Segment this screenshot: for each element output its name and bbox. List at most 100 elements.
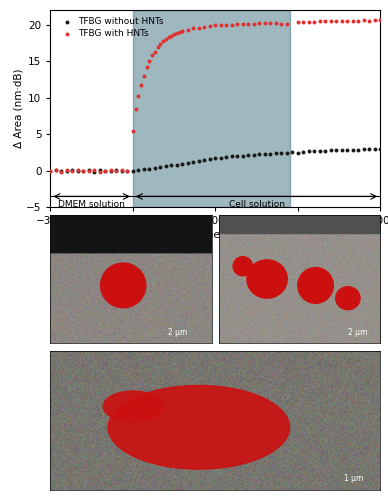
TFBG without HNTs [284, 148, 290, 156]
TFBG with HNTs [152, 48, 158, 56]
TFBG with HNTs [75, 166, 81, 174]
TFBG with HNTs [47, 167, 54, 175]
TFBG with HNTs [133, 104, 139, 112]
TFBG with HNTs [350, 16, 356, 24]
TFBG with HNTs [229, 20, 235, 28]
TFBG with HNTs [102, 167, 109, 175]
Ellipse shape [100, 263, 146, 308]
TFBG with HNTs [327, 18, 334, 25]
TFBG without HNTs [207, 155, 213, 163]
TFBG without HNTs [174, 160, 180, 168]
TFBG without HNTs [218, 154, 224, 162]
TFBG with HNTs [97, 168, 103, 175]
TFBG without HNTs [372, 145, 378, 153]
TFBG without HNTs [130, 167, 136, 175]
TFBG without HNTs [141, 166, 147, 173]
TFBG with HNTs [157, 40, 163, 48]
Text: Cell solution: Cell solution [229, 200, 284, 209]
TFBG without HNTs [262, 150, 268, 158]
TFBG without HNTs [289, 148, 295, 156]
TFBG without HNTs [47, 167, 54, 175]
TFBG with HNTs [355, 17, 361, 25]
TFBG with HNTs [372, 16, 378, 24]
Legend: TFBG without HNTs, TFBG with HNTs: TFBG without HNTs, TFBG with HNTs [55, 14, 166, 40]
TFBG with HNTs [80, 167, 87, 175]
TFBG without HNTs [97, 166, 103, 174]
TFBG without HNTs [152, 164, 158, 172]
TFBG without HNTs [322, 147, 328, 155]
TFBG without HNTs [311, 147, 317, 155]
TFBG with HNTs [300, 18, 307, 26]
TFBG without HNTs [327, 146, 334, 154]
TFBG without HNTs [91, 168, 97, 175]
TFBG without HNTs [146, 164, 152, 172]
TFBG without HNTs [234, 152, 241, 160]
TFBG without HNTs [64, 167, 70, 175]
TFBG without HNTs [229, 152, 235, 160]
TFBG with HNTs [53, 166, 59, 174]
TFBG with HNTs [141, 72, 147, 80]
TFBG with HNTs [201, 23, 208, 31]
TFBG with HNTs [339, 17, 345, 25]
Ellipse shape [103, 391, 163, 422]
Text: 1 μm: 1 μm [345, 474, 364, 483]
TFBG with HNTs [294, 18, 301, 26]
TFBG without HNTs [196, 157, 202, 165]
TFBG without HNTs [344, 146, 350, 154]
TFBG without HNTs [317, 147, 323, 155]
TFBG with HNTs [251, 20, 257, 28]
TFBG with HNTs [86, 167, 92, 175]
TFBG without HNTs [53, 166, 59, 174]
TFBG without HNTs [69, 166, 76, 174]
TFBG with HNTs [168, 32, 175, 40]
TFBG with HNTs [284, 20, 290, 28]
TFBG with HNTs [196, 24, 202, 32]
TFBG without HNTs [240, 152, 246, 160]
TFBG with HNTs [179, 27, 185, 35]
Ellipse shape [233, 256, 253, 276]
TFBG with HNTs [144, 63, 150, 71]
TFBG with HNTs [124, 167, 130, 175]
TFBG without HNTs [190, 158, 196, 166]
TFBG with HNTs [306, 18, 312, 25]
TFBG without HNTs [58, 167, 64, 175]
Text: 2 μm: 2 μm [348, 328, 367, 336]
TFBG without HNTs [80, 167, 87, 175]
TFBG with HNTs [163, 35, 169, 43]
TFBG with HNTs [174, 29, 180, 37]
TFBG without HNTs [333, 146, 340, 154]
TFBG with HNTs [119, 166, 125, 174]
TFBG with HNTs [64, 166, 70, 174]
TFBG with HNTs [377, 16, 383, 24]
TFBG without HNTs [278, 149, 284, 157]
TFBG with HNTs [256, 19, 262, 27]
TFBG with HNTs [108, 166, 114, 174]
TFBG without HNTs [201, 156, 208, 164]
TFBG with HNTs [366, 16, 372, 24]
TFBG with HNTs [185, 26, 191, 34]
TFBG without HNTs [350, 146, 356, 154]
TFBG without HNTs [273, 150, 279, 158]
TFBG with HNTs [58, 168, 64, 175]
Ellipse shape [108, 386, 289, 469]
TFBG with HNTs [273, 19, 279, 27]
TFBG without HNTs [119, 167, 125, 175]
Text: 2 μm: 2 μm [168, 328, 188, 336]
TFBG with HNTs [267, 19, 274, 27]
TFBG without HNTs [179, 160, 185, 168]
TFBG with HNTs [333, 17, 340, 25]
TFBG with HNTs [69, 167, 76, 175]
TFBG with HNTs [317, 18, 323, 25]
TFBG without HNTs [223, 153, 229, 161]
TFBG with HNTs [245, 20, 251, 28]
TFBG with HNTs [361, 16, 367, 24]
TFBG with HNTs [311, 18, 317, 25]
TFBG without HNTs [135, 166, 142, 174]
TFBG without HNTs [251, 151, 257, 159]
TFBG with HNTs [322, 17, 328, 25]
TFBG with HNTs [113, 167, 120, 175]
TFBG without HNTs [256, 150, 262, 158]
TFBG with HNTs [146, 57, 152, 65]
Text: DMEM solution: DMEM solution [58, 200, 125, 209]
X-axis label: Time (s): Time (s) [193, 229, 238, 239]
